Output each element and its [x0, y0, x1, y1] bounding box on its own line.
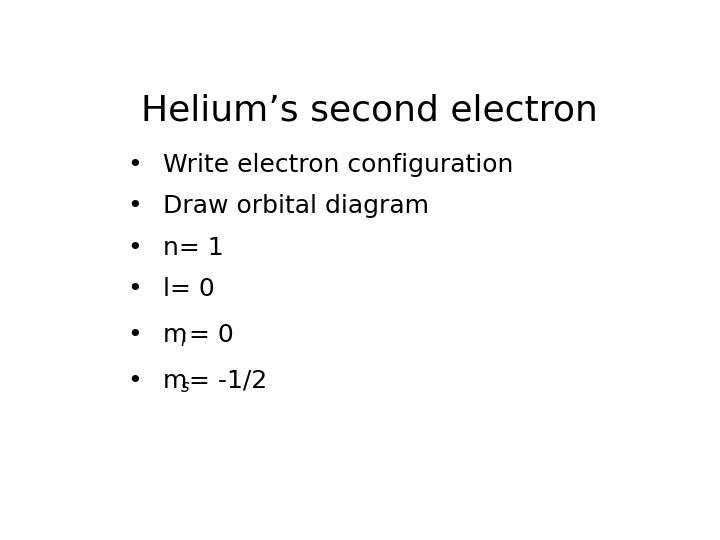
- Text: s: s: [181, 378, 189, 396]
- Text: •: •: [127, 323, 142, 347]
- Text: n= 1: n= 1: [163, 236, 223, 260]
- Text: = -1/2: = -1/2: [189, 369, 268, 393]
- Text: m: m: [163, 323, 187, 347]
- Text: = 0: = 0: [189, 323, 234, 347]
- Text: l: l: [181, 332, 185, 350]
- Text: l= 0: l= 0: [163, 278, 215, 301]
- Text: m: m: [163, 369, 187, 393]
- Text: •: •: [127, 236, 142, 260]
- Text: •: •: [127, 194, 142, 218]
- Text: •: •: [127, 369, 142, 393]
- Text: Helium’s second electron: Helium’s second electron: [140, 94, 598, 128]
- Text: •: •: [127, 153, 142, 177]
- Text: •: •: [127, 278, 142, 301]
- Text: Draw orbital diagram: Draw orbital diagram: [163, 194, 428, 218]
- Text: Write electron configuration: Write electron configuration: [163, 153, 513, 177]
